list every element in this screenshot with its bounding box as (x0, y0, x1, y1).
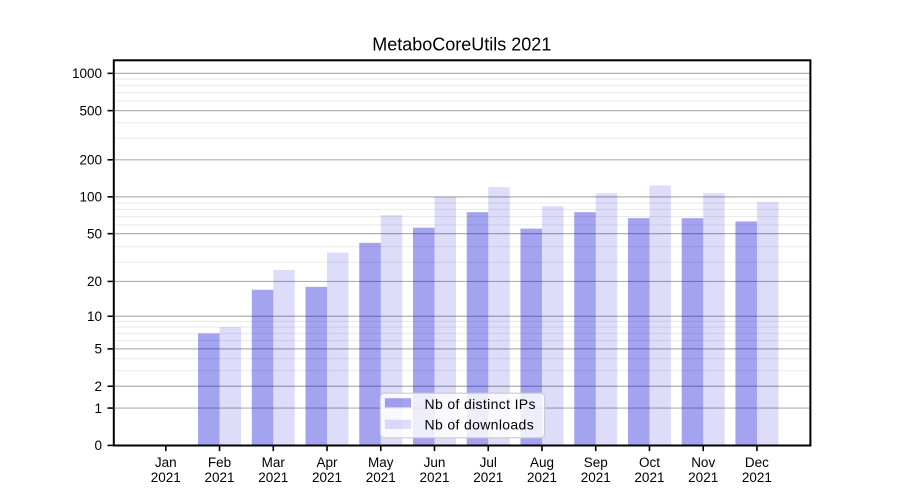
svg-text:Jun: Jun (424, 455, 446, 470)
svg-text:2021: 2021 (205, 470, 235, 485)
svg-text:Jan: Jan (155, 455, 177, 470)
svg-text:Dec: Dec (745, 455, 769, 470)
svg-text:2021: 2021 (581, 470, 611, 485)
svg-text:Apr: Apr (317, 455, 339, 470)
svg-text:2021: 2021 (742, 470, 772, 485)
svg-text:2: 2 (94, 379, 102, 394)
svg-text:2021: 2021 (366, 470, 396, 485)
svg-text:1: 1 (94, 401, 102, 416)
svg-text:2021: 2021 (419, 470, 449, 485)
svg-text:Nb of downloads: Nb of downloads (425, 417, 535, 433)
svg-text:2021: 2021 (634, 470, 664, 485)
svg-text:10: 10 (87, 309, 102, 324)
svg-text:Nov: Nov (691, 455, 715, 470)
svg-text:100: 100 (79, 190, 102, 205)
svg-text:Oct: Oct (639, 455, 660, 470)
svg-text:MetaboCoreUtils 2021: MetaboCoreUtils 2021 (372, 34, 551, 54)
svg-text:Jul: Jul (480, 455, 497, 470)
svg-text:1000: 1000 (72, 66, 102, 81)
svg-text:5: 5 (94, 342, 102, 357)
svg-text:2021: 2021 (151, 470, 181, 485)
svg-text:May: May (368, 455, 394, 470)
svg-text:2021: 2021 (688, 470, 718, 485)
svg-text:2021: 2021 (527, 470, 557, 485)
svg-text:20: 20 (87, 274, 102, 289)
svg-text:200: 200 (79, 153, 102, 168)
svg-text:Aug: Aug (530, 455, 554, 470)
svg-text:0: 0 (94, 438, 102, 453)
svg-text:50: 50 (87, 226, 102, 241)
svg-text:2021: 2021 (473, 470, 503, 485)
svg-text:Mar: Mar (262, 455, 286, 470)
svg-text:Nb of distinct IPs: Nb of distinct IPs (425, 396, 536, 412)
svg-text:Sep: Sep (584, 455, 608, 470)
svg-text:500: 500 (79, 103, 102, 118)
svg-text:Feb: Feb (208, 455, 231, 470)
svg-text:2021: 2021 (258, 470, 288, 485)
svg-text:2021: 2021 (312, 470, 342, 485)
